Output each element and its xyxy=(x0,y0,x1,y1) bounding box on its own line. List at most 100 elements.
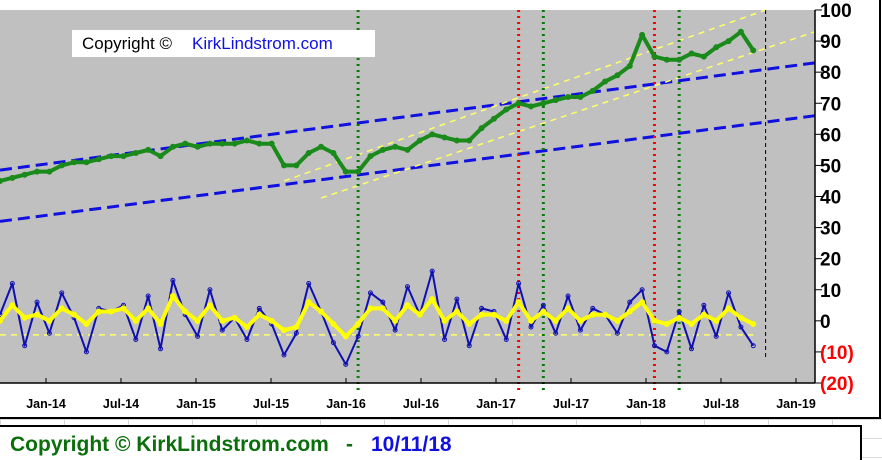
point-oscillator-smooth xyxy=(527,317,534,324)
point-oscillator-smooth xyxy=(342,333,349,340)
point-oscillator xyxy=(676,309,682,315)
x-tick-label: Jan-15 xyxy=(176,397,216,411)
point-price xyxy=(206,140,213,147)
point-oscillator-smooth xyxy=(182,308,189,315)
point-oscillator-smooth xyxy=(34,311,41,318)
point-price xyxy=(305,149,312,156)
point-oscillator xyxy=(170,277,176,283)
point-oscillator xyxy=(701,302,707,308)
point-oscillator xyxy=(207,287,213,293)
point-price xyxy=(626,62,633,69)
point-oscillator xyxy=(614,330,620,336)
point-oscillator-smooth xyxy=(725,305,732,312)
point-price xyxy=(95,156,102,163)
footer-copyright: Copyright © KirkLindstrom.com xyxy=(10,433,329,456)
point-price xyxy=(639,31,646,38)
point-oscillator xyxy=(380,299,386,305)
point-oscillator-smooth xyxy=(737,314,744,321)
point-price xyxy=(490,115,497,122)
point-oscillator-smooth xyxy=(231,314,238,321)
point-oscillator xyxy=(405,284,410,290)
point-oscillator-smooth xyxy=(540,308,547,315)
point-oscillator xyxy=(343,361,349,367)
point-price xyxy=(503,106,510,113)
point-oscillator-smooth xyxy=(490,311,497,318)
point-oscillator xyxy=(355,333,361,339)
point-oscillator xyxy=(9,281,15,287)
point-oscillator xyxy=(34,299,40,305)
point-price xyxy=(552,97,559,104)
point-oscillator-smooth xyxy=(466,320,473,327)
point-price xyxy=(182,140,189,147)
point-price xyxy=(589,87,596,94)
point-price xyxy=(71,159,78,166)
point-oscillator-smooth xyxy=(132,317,139,324)
point-oscillator-smooth xyxy=(626,308,633,315)
point-oscillator xyxy=(256,305,262,311)
point-price xyxy=(9,174,16,181)
point-oscillator xyxy=(689,346,695,352)
x-tick-label: Jul-15 xyxy=(253,397,289,411)
point-oscillator xyxy=(281,352,287,358)
point-oscillator xyxy=(46,330,52,336)
point-oscillator-smooth xyxy=(379,305,386,312)
point-oscillator-smooth xyxy=(157,320,164,327)
point-price xyxy=(231,140,238,147)
point-oscillator xyxy=(145,293,151,299)
point-oscillator xyxy=(726,290,732,296)
point-oscillator xyxy=(590,305,596,311)
copyright-watermark: Copyright © KirkLindstrom.com xyxy=(72,30,375,57)
point-oscillator-smooth xyxy=(256,311,263,318)
point-price xyxy=(132,149,139,156)
point-oscillator-smooth xyxy=(602,311,609,318)
point-oscillator-smooth xyxy=(120,305,127,312)
point-price xyxy=(540,100,547,107)
x-tick-label: Jan-18 xyxy=(626,397,666,411)
chart-frame xyxy=(0,0,881,419)
x-tick-label: Jul-18 xyxy=(703,397,739,411)
point-oscillator xyxy=(293,330,299,336)
point-oscillator-smooth xyxy=(552,317,559,324)
point-price xyxy=(379,146,386,153)
point-price xyxy=(392,143,399,150)
point-oscillator-smooth xyxy=(404,302,411,309)
x-tick-label: Jan-17 xyxy=(476,397,516,411)
point-oscillator xyxy=(367,290,373,296)
point-price xyxy=(281,162,288,169)
point-oscillator-smooth xyxy=(515,299,522,306)
point-oscillator xyxy=(540,302,546,308)
point-price xyxy=(169,143,176,150)
point-price xyxy=(268,140,275,147)
point-oscillator-smooth xyxy=(392,317,399,324)
point-oscillator xyxy=(528,324,534,330)
x-tick-label: Jan-14 xyxy=(26,397,66,411)
point-price xyxy=(429,131,436,138)
point-price xyxy=(713,44,720,51)
point-oscillator-smooth xyxy=(713,317,720,324)
point-price xyxy=(441,134,448,141)
point-oscillator-smooth xyxy=(355,320,362,327)
point-oscillator-smooth xyxy=(83,320,90,327)
point-oscillator-smooth xyxy=(46,317,53,324)
point-oscillator-smooth xyxy=(676,314,683,321)
point-oscillator xyxy=(651,343,657,349)
y-tick-label: 40 xyxy=(820,188,841,209)
point-oscillator-smooth xyxy=(565,305,572,312)
point-oscillator-smooth xyxy=(429,296,436,303)
point-price xyxy=(453,137,460,144)
y-tick-label: 100 xyxy=(820,1,852,22)
point-price xyxy=(293,162,300,169)
point-price xyxy=(355,168,362,175)
point-oscillator xyxy=(442,336,448,342)
point-price xyxy=(219,140,226,147)
point-price xyxy=(416,137,423,144)
footer: Copyright © KirkLindstrom.com - 10/11/18 xyxy=(0,425,862,460)
point-oscillator-smooth xyxy=(750,320,757,327)
y-tick-label: 90 xyxy=(820,32,841,53)
point-oscillator-smooth xyxy=(441,317,448,324)
point-oscillator xyxy=(429,268,435,274)
point-oscillator-smooth xyxy=(9,302,16,309)
point-oscillator-smooth xyxy=(108,308,115,315)
point-price xyxy=(120,153,127,160)
point-oscillator xyxy=(22,343,28,349)
